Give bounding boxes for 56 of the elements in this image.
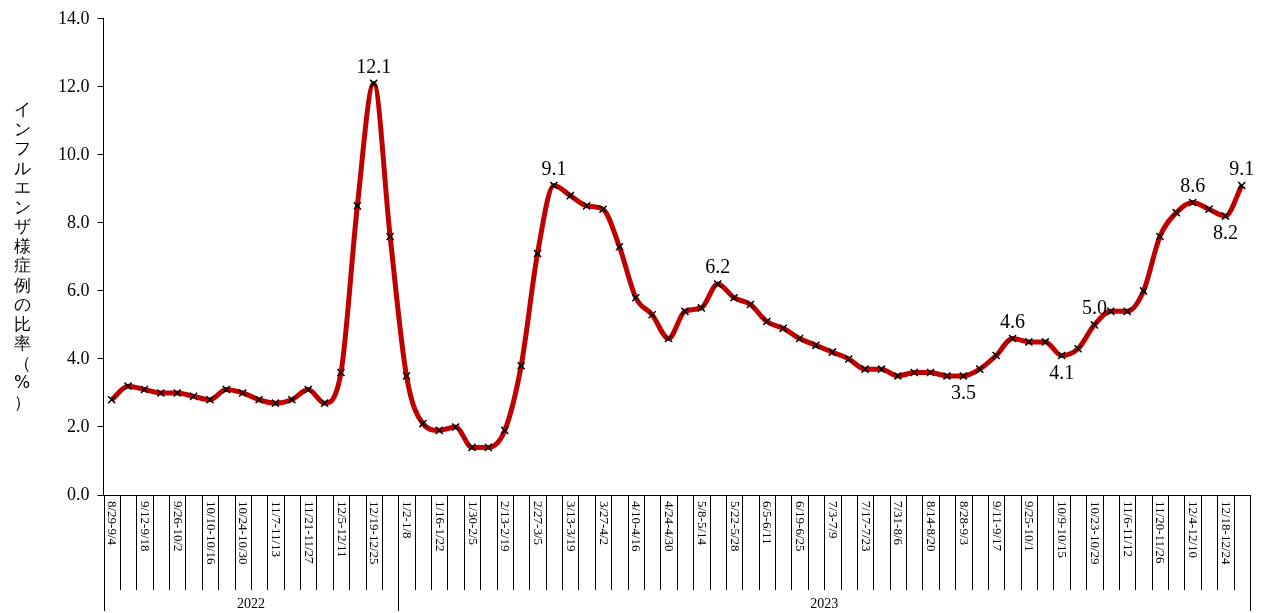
x-tick-label: 1/16-1/22	[432, 501, 448, 552]
x-tick-label: 9/26-10/2	[170, 501, 186, 552]
x-tick-label: 8/28-9/3	[956, 501, 972, 546]
x-tick-label: 2/13-2/19	[498, 501, 514, 552]
data-label: 5.0	[1081, 296, 1107, 319]
x-tick-label: 11/20-11/26	[1153, 501, 1169, 565]
y-tick-label: 2.0	[67, 415, 90, 436]
data-label: 12.1	[356, 54, 392, 77]
x-tick-label: 5/22-5/28	[727, 501, 743, 552]
x-tick-label: 1/2-1/8	[400, 501, 416, 539]
text: インフルエンザ様症例の比率（%）	[13, 99, 31, 412]
x-tick-label: 7/3-7/9	[825, 501, 841, 539]
x-tick-label: 10/9-10/15	[1055, 501, 1071, 559]
x-tick-label: 3/27-4/2	[596, 501, 612, 546]
text: 2023	[810, 595, 839, 611]
data-label: 6.2	[705, 255, 731, 278]
y-tick-label: 6.0	[67, 279, 90, 300]
x-tick-label: 12/18-12/24	[1219, 501, 1235, 566]
x-tick-label: 2/27-3/5	[531, 501, 547, 546]
x-tick-label: 12/5-12/11	[334, 501, 350, 558]
data-label: 9.1	[541, 156, 567, 179]
data-label: 4.6	[1000, 309, 1026, 332]
x-tick-label: 3/13-3/19	[563, 501, 579, 552]
x-tick-label: 4/24-4/30	[662, 501, 678, 552]
x-tick-label: 6/19-6/25	[793, 501, 809, 552]
data-label: 4.1	[1049, 360, 1075, 383]
x-tick-label: 1/30-2/5	[465, 501, 481, 546]
y-tick-label: 4.0	[67, 347, 90, 368]
y-tick-label: 0.0	[67, 483, 90, 504]
data-label: 8.2	[1212, 221, 1238, 244]
x-tick-label: 6/5-6/11	[760, 501, 776, 545]
data-label: 3.5	[950, 381, 976, 404]
x-tick-label: 10/10-10/16	[203, 501, 219, 566]
x-tick-label: 11/21-11/27	[301, 501, 317, 565]
x-tick-label: 9/12-9/18	[138, 501, 154, 552]
y-tick-label: 12.0	[58, 75, 90, 96]
x-tick-label: 10/23-10/29	[1087, 501, 1103, 565]
x-tick-label: 12/4-12/10	[1186, 501, 1202, 559]
x-tick-label: 8/14-8/20	[924, 501, 940, 552]
x-tick-label: 9/11-9/17	[989, 501, 1005, 552]
x-tick-label: 10/24-10/30	[236, 501, 252, 565]
x-tick-label: 8/29-9/4	[105, 501, 121, 546]
text: 2022	[236, 595, 265, 611]
y-tick-label: 14.0	[58, 7, 90, 28]
x-tick-label: 12/19-12/25	[367, 501, 383, 565]
x-tick-label: 7/31-8/6	[891, 501, 907, 546]
x-tick-label: 11/7-11/13	[269, 501, 285, 558]
x-tick-label: 5/8-5/14	[694, 501, 710, 546]
y-tick-label: 10.0	[58, 143, 90, 164]
x-tick-label: 9/25-10/1	[1022, 501, 1038, 552]
y-tick-label: 8.0	[67, 211, 90, 232]
data-label: 9.1	[1229, 156, 1255, 179]
x-tick-label: 11/6-11/12	[1120, 501, 1136, 558]
data-label: 8.6	[1180, 173, 1206, 196]
x-tick-label: 7/17-7/23	[858, 501, 874, 552]
x-tick-label: 4/10-4/16	[629, 501, 645, 553]
